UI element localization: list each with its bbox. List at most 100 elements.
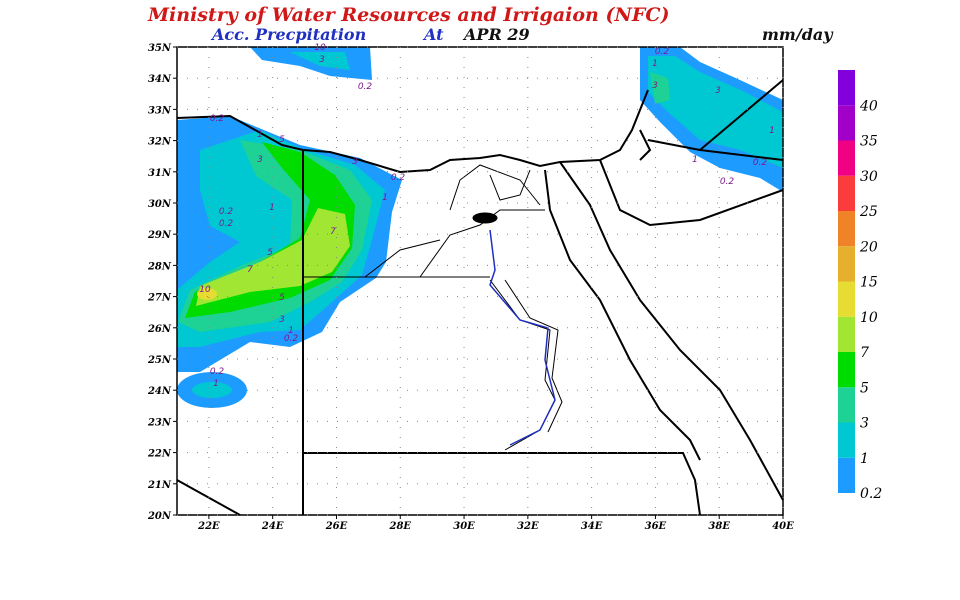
colorbar-label: 3 [860, 416, 869, 432]
x-tick-label: 36E [645, 521, 667, 532]
coastline [639, 129, 652, 161]
y-tick-label: 23N [147, 417, 172, 428]
y-tick-label: 21N [147, 480, 172, 491]
admin-line [489, 169, 531, 201]
borders [176, 79, 784, 516]
contour-label: 0.2 [391, 173, 406, 183]
x-tick-label: 40E [772, 521, 794, 532]
rain-area [650, 72, 670, 104]
contour-label: 0.2 [720, 177, 735, 187]
y-tick-label: 20N [147, 511, 172, 522]
coastline [559, 161, 784, 501]
x-tick-label: 38E [708, 521, 730, 532]
colorbar-segment [838, 352, 855, 388]
y-tick-label: 25N [147, 355, 172, 366]
y-tick-label: 34N [148, 74, 172, 85]
colorbar-segment [838, 105, 855, 141]
rain-area [290, 52, 350, 70]
contour-label: 7 [247, 265, 253, 275]
contour-label: 7 [330, 227, 336, 237]
colorbar-label: 10 [860, 310, 878, 326]
colorbar-segment [838, 70, 855, 106]
x-tick-label: 22E [197, 521, 220, 532]
admin-line [364, 239, 441, 278]
colorbar-label: 1 [860, 451, 869, 467]
admin-line [419, 209, 545, 278]
colorbar-segment [838, 316, 855, 352]
border [599, 159, 784, 227]
colorbar-label: 7 [860, 345, 869, 361]
contour-label: 5 [279, 293, 285, 303]
colorbar-label: 30 [860, 169, 878, 185]
colorbar-label: 40 [859, 98, 878, 114]
colorbar-label: 5 [860, 380, 869, 396]
contour-label: 1 [288, 326, 294, 336]
x-tick-label: 24E [261, 521, 284, 532]
subtitle-at: At [422, 25, 444, 44]
colorbar-label: 20 [859, 239, 878, 255]
colorbar-segment [838, 457, 855, 493]
y-tick-label: 35N [148, 43, 172, 54]
y-tick-label: 26N [147, 324, 172, 335]
contour-label: 10 [199, 285, 211, 295]
colorbar-segment [838, 387, 855, 423]
colorbar-segment [838, 422, 855, 458]
y-tick-label: 30N [148, 199, 172, 210]
contour-label: 3 [352, 157, 358, 167]
contour-label: 0.2 [219, 219, 234, 229]
subtitle-date: APR 29 [462, 25, 530, 44]
contour-label: 0.2 [753, 158, 768, 168]
colorbar-label: 25 [859, 204, 878, 220]
rain-area [192, 382, 232, 398]
contour-label: 1 [652, 59, 658, 69]
governorates [303, 164, 563, 451]
colorbar-segment [838, 175, 855, 211]
contour-label: 0.2 [219, 207, 234, 217]
contour-label: 3 [319, 55, 325, 65]
colorbar-segment [838, 140, 855, 176]
contour-label: 10 [314, 43, 326, 53]
y-tick-label: 28N [147, 261, 172, 272]
title: Ministry of Water Resources and Irrigaio… [147, 4, 669, 26]
x-tick-label: 28E [388, 521, 411, 532]
rain-area [648, 56, 783, 168]
lake [472, 212, 498, 224]
y-tick-label: 33N [148, 105, 172, 116]
y-tick-label: 29N [147, 230, 172, 241]
contour-label: 1 [269, 203, 275, 213]
border [699, 79, 784, 151]
y-tick-label: 31N [148, 168, 172, 179]
contour-label: 3 [652, 81, 658, 91]
admin-line [449, 164, 541, 211]
y-tick-label: 22N [147, 449, 172, 460]
x-tick-label: 26E [325, 521, 348, 532]
contour-label: 1 [692, 155, 698, 165]
y-tick-label: 32N [148, 137, 172, 148]
contour-label: 1 [382, 193, 388, 203]
colorbar-label: 15 [860, 275, 878, 291]
contour-label: 5 [279, 135, 285, 145]
contour-label: 0.2 [655, 47, 670, 57]
subtitle-label: Acc. Precpitation [210, 25, 366, 44]
contour-label: 1 [257, 130, 263, 140]
contour-label: 3 [257, 155, 263, 165]
contour-label: 3 [279, 315, 285, 325]
colorbar-segment [838, 211, 855, 247]
x-tick-label: 32E [517, 521, 539, 532]
contour-label: 0.2 [284, 334, 299, 344]
contour-label: 0.2 [210, 367, 225, 377]
precipitation-fields [177, 47, 783, 408]
map-frame [176, 46, 784, 516]
y-tick-label: 27N [147, 293, 172, 304]
colorbar-label: 0.2 [860, 486, 882, 502]
border [303, 452, 701, 516]
unit: mm/day [762, 25, 834, 44]
contour-label: 0.2 [358, 82, 373, 92]
rain-area [197, 288, 217, 300]
contour-label: 3 [715, 86, 721, 96]
contour-label: 1 [213, 379, 219, 389]
coastline [544, 169, 701, 461]
